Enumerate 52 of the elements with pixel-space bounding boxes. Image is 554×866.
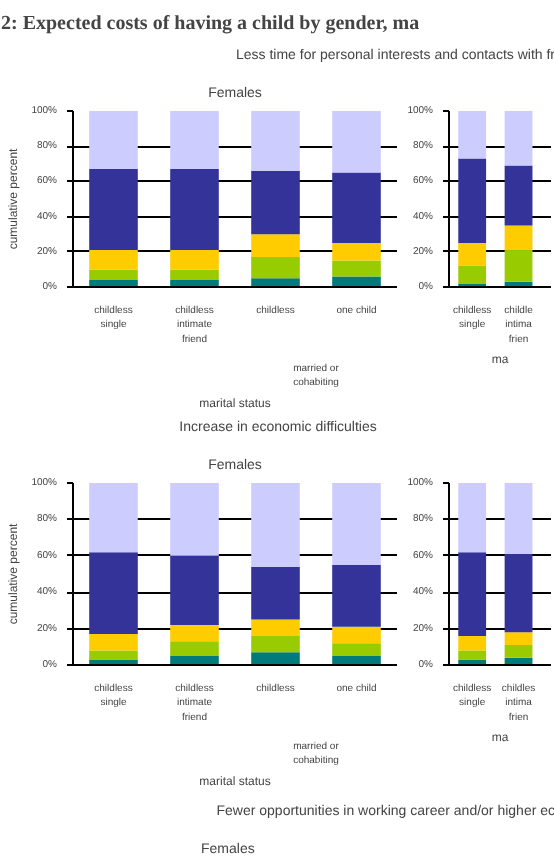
bar bbox=[170, 624, 219, 642]
bar bbox=[504, 644, 533, 658]
bar bbox=[332, 276, 381, 287]
bar bbox=[458, 158, 487, 243]
bar bbox=[332, 243, 381, 261]
bar bbox=[251, 619, 300, 636]
bar bbox=[251, 483, 300, 567]
bar bbox=[332, 564, 381, 627]
bar bbox=[332, 483, 381, 565]
bar bbox=[251, 111, 300, 171]
bar bbox=[504, 165, 533, 226]
bar bbox=[332, 260, 381, 277]
bar bbox=[504, 250, 533, 282]
bar bbox=[504, 553, 533, 633]
bar bbox=[504, 111, 533, 166]
bar bbox=[332, 111, 381, 173]
bar bbox=[170, 483, 219, 556]
bar bbox=[170, 269, 219, 280]
bar bbox=[251, 566, 300, 620]
bar bbox=[332, 643, 381, 656]
bar bbox=[251, 652, 300, 665]
bar bbox=[458, 635, 487, 651]
bar bbox=[251, 278, 300, 287]
bar bbox=[89, 269, 138, 280]
bar bbox=[89, 552, 138, 635]
bar bbox=[170, 555, 219, 625]
bar bbox=[458, 650, 487, 660]
bar bbox=[170, 641, 219, 656]
bar bbox=[458, 483, 487, 553]
bar bbox=[170, 169, 219, 251]
bar bbox=[458, 111, 487, 159]
bar bbox=[170, 250, 219, 270]
text: 2: Expected costs of having a child by gender, ma bbox=[1, 13, 420, 35]
bar bbox=[170, 111, 219, 170]
bar bbox=[458, 265, 487, 284]
bar bbox=[504, 483, 533, 554]
bar bbox=[332, 172, 381, 243]
bar bbox=[332, 626, 381, 644]
bar bbox=[89, 634, 138, 651]
bar bbox=[89, 169, 138, 251]
bar bbox=[458, 552, 487, 636]
bar bbox=[89, 250, 138, 270]
bar bbox=[89, 111, 138, 170]
bar bbox=[251, 170, 300, 235]
bar bbox=[251, 234, 300, 258]
bar bbox=[89, 483, 138, 553]
bar bbox=[251, 635, 300, 653]
bar bbox=[504, 632, 533, 645]
bar bbox=[89, 650, 138, 660]
bar bbox=[504, 225, 533, 251]
bar bbox=[251, 257, 300, 279]
bar bbox=[458, 243, 487, 266]
